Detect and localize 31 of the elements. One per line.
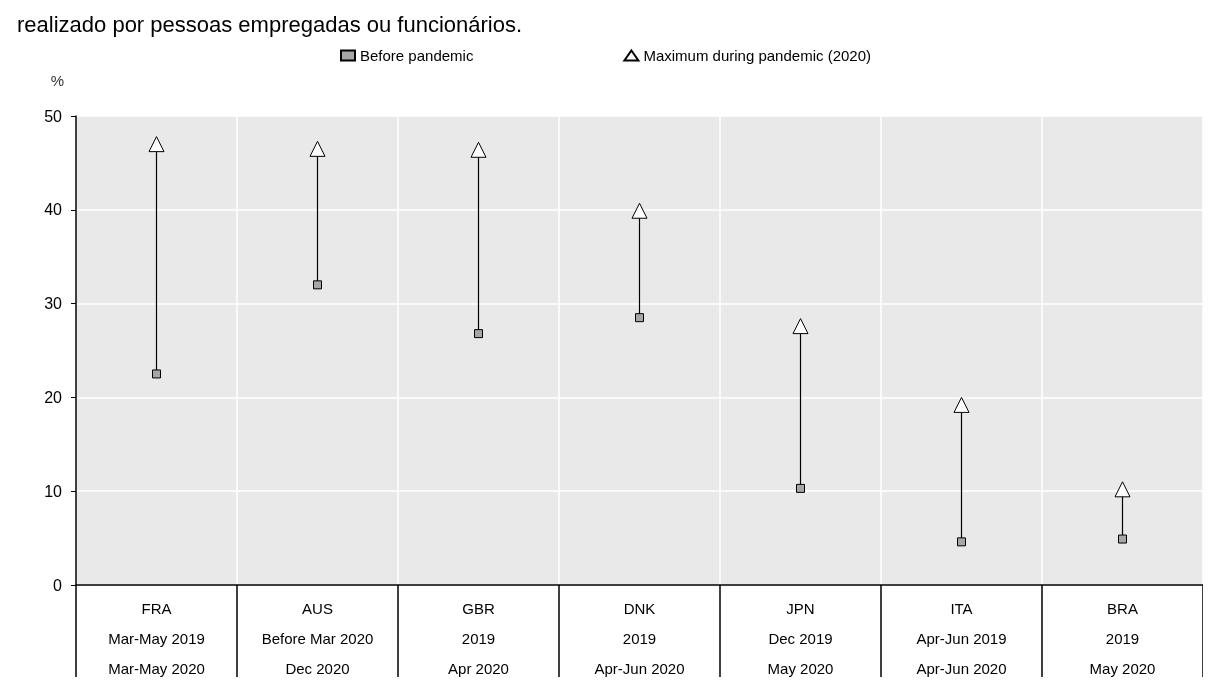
point (957, 537, 966, 547)
point (953, 396, 970, 413)
point (1118, 534, 1127, 544)
point (152, 369, 161, 379)
legend-label: Before pandemic (360, 47, 474, 64)
point (470, 141, 487, 158)
point (792, 318, 809, 335)
point (631, 202, 648, 219)
legend-label: Maximum during pandemic (2020) (643, 47, 872, 64)
x-tick-label: JPN Dec 2019 May 2020 (767, 599, 834, 677)
point (309, 140, 326, 157)
point (635, 313, 644, 323)
x-tick-label: GBR 2019 Apr 2020 (448, 599, 509, 677)
y-tick-label: 0 (53, 576, 63, 594)
point (796, 483, 805, 493)
x-tick-label: ITA Apr-Jun 2019 Apr-Jun 2020 (916, 599, 1007, 677)
point (148, 136, 165, 153)
x-tick-label: FRA Mar-May 2019 Mar-May 2020 (108, 599, 205, 677)
chart-title: realizado por pessoas empregadas ou funcionários. (17, 11, 523, 37)
point (1114, 481, 1131, 498)
y-axis-title: % (50, 72, 64, 89)
point (313, 280, 322, 290)
y-tick-label: 30 (44, 295, 63, 313)
x-tick-label: DNK 2019 Apr-Jun 2020 (594, 599, 685, 677)
y-tick-label: 10 (44, 482, 63, 500)
x-tick-label: BRA 2019 May 2020 (1089, 599, 1156, 677)
y-tick-label: 40 (44, 201, 63, 219)
y-tick-label: 20 (44, 388, 63, 406)
y-tick-label: 50 (44, 107, 63, 125)
x-tick-label: AUS Before Mar 2020 Dec 2020 (261, 599, 374, 677)
point (474, 329, 483, 339)
